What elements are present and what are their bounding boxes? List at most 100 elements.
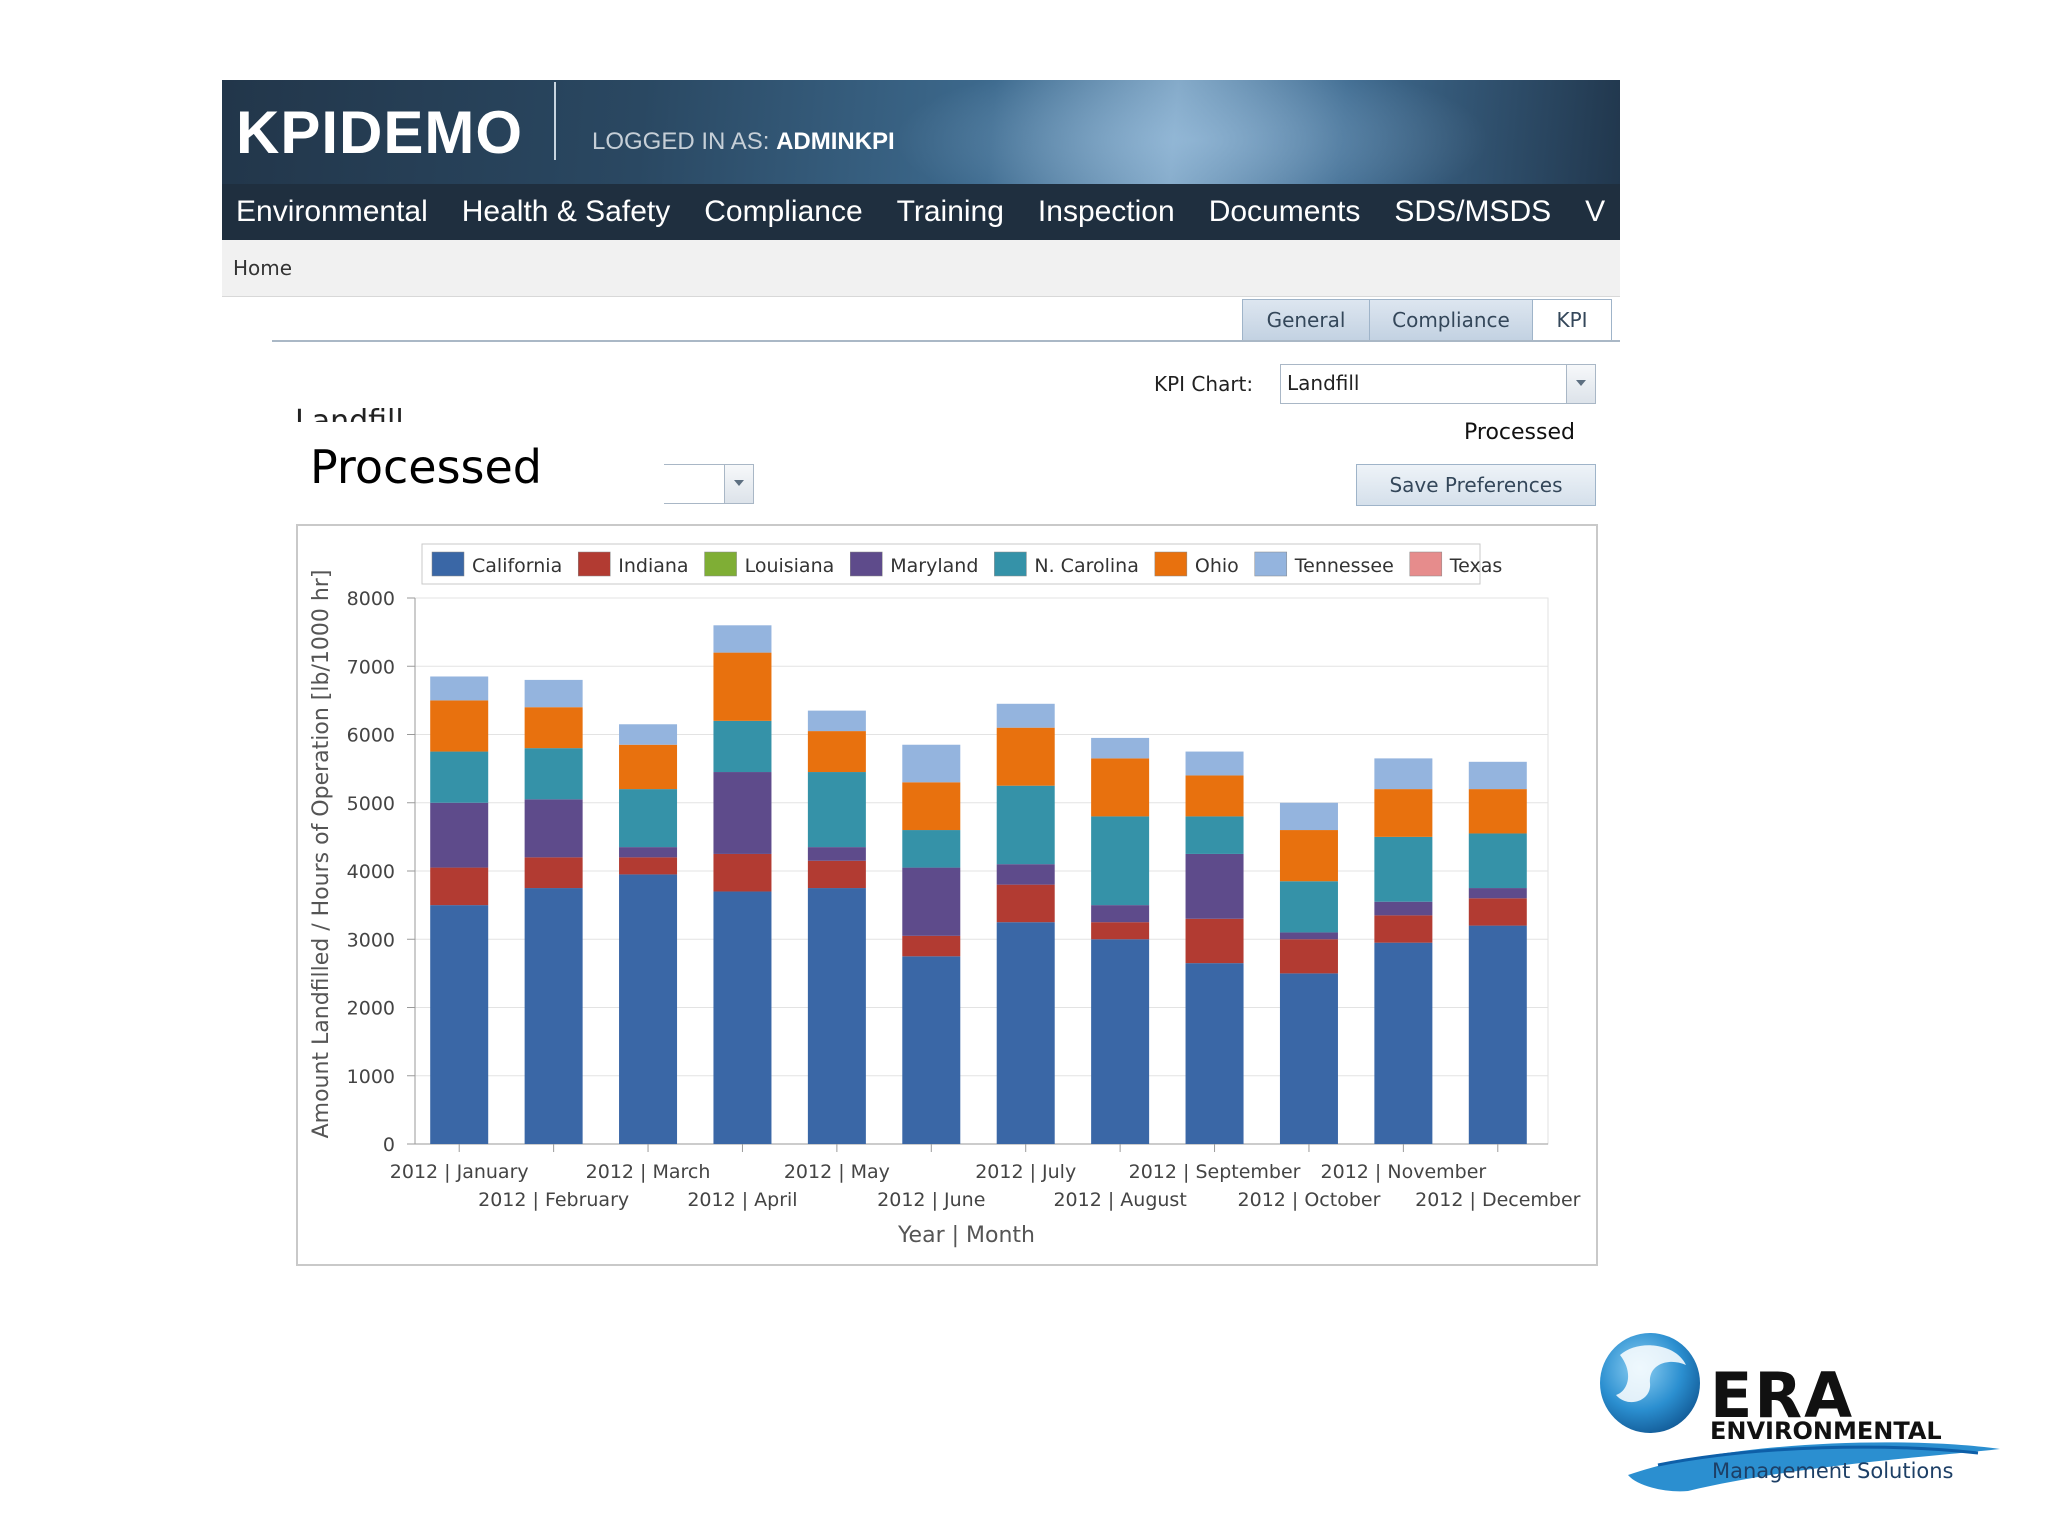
y-tick-label: 2000	[347, 998, 395, 1020]
bar-segment	[996, 785, 1055, 865]
login-prefix: LOGGED IN AS:	[592, 128, 777, 155]
bar-segment	[1279, 881, 1338, 933]
tab-general[interactable]: General	[1242, 299, 1370, 341]
kpi-chart-select[interactable]: Landfill	[1280, 364, 1596, 404]
nav-item-sds-msds[interactable]: SDS/MSDS	[1394, 195, 1552, 228]
x-tick-label: 2012 | June	[877, 1189, 985, 1211]
x-tick-label: 2012 | March	[586, 1161, 711, 1183]
bar-segment	[902, 830, 961, 868]
y-tick-label: 6000	[347, 725, 395, 747]
y-tick-label: 1000	[347, 1066, 395, 1088]
processed-caption: Processed	[310, 440, 542, 494]
legend-swatch	[850, 551, 883, 577]
legend-label: California	[472, 555, 562, 577]
bar-segment	[524, 857, 583, 889]
legend-label: Ohio	[1195, 555, 1239, 577]
bar-segment	[713, 853, 772, 892]
globe-icon	[1600, 1333, 2000, 1492]
main-nav: Environmental Health & Safety Compliance Tr…	[222, 184, 1620, 240]
bar-segment	[430, 867, 489, 906]
nav-item-training[interactable]: Training	[896, 195, 1004, 228]
bar-segment	[619, 874, 678, 1144]
bar-segment	[1091, 758, 1150, 817]
bar-segment	[619, 724, 678, 745]
legend-label: Maryland	[890, 555, 978, 577]
bar-segment	[1468, 888, 1527, 899]
bar-segment	[619, 789, 678, 848]
bar-segment	[524, 748, 583, 800]
bar-segment	[430, 802, 489, 868]
header-banner: KPIDEMO LOGGED IN AS: ADMINKPI	[222, 80, 1620, 184]
bar-segment	[902, 867, 961, 936]
processed-select[interactable]	[664, 464, 754, 504]
tab-compliance[interactable]: Compliance	[1369, 299, 1533, 341]
bar-segment	[902, 935, 961, 957]
bar-segment	[1279, 939, 1338, 974]
bar-segment	[807, 710, 866, 732]
bar-segment	[1468, 925, 1527, 1144]
bar-segment	[430, 676, 489, 701]
breadcrumb-home[interactable]: Home	[233, 256, 293, 280]
save-preferences-button[interactable]: Save Preferences	[1356, 464, 1596, 506]
bar-segment	[524, 799, 583, 858]
bar-segment	[1091, 939, 1150, 1144]
x-tick-label: 2012 | December	[1415, 1189, 1581, 1211]
logo-name: ERA	[1710, 1359, 1855, 1432]
stacked-bar-chart: 0 1000 2000 3000 4000 5000 6000 7000 8000 2012 | …	[309, 543, 1581, 1248]
logo-line3: Management Solutions	[1712, 1459, 1954, 1483]
bar-segment	[1185, 816, 1244, 854]
nav-item-compliance[interactable]: Compliance	[704, 195, 863, 228]
legend-swatch	[704, 551, 737, 577]
bar-segment	[996, 727, 1055, 786]
x-tick-label: 2012 | April	[687, 1189, 797, 1211]
bar-segment	[1185, 853, 1244, 919]
bar-segment	[1185, 963, 1244, 1144]
chart-page-title: Landfill	[295, 404, 404, 422]
chevron-down-icon[interactable]	[1566, 365, 1595, 403]
bar-segment	[1279, 973, 1338, 1144]
y-tick-label: 7000	[347, 656, 395, 678]
x-tick-label: 2012 | September	[1129, 1161, 1301, 1183]
x-tick-label: 2012 | February	[478, 1189, 629, 1211]
bar-segment	[807, 888, 866, 1144]
bar-segment	[1374, 836, 1433, 902]
y-axis-title: Amount Landfilled / Hours of Operation […	[309, 570, 334, 1139]
bar-segment	[1279, 830, 1338, 882]
bar-segment	[1468, 898, 1527, 926]
legend-label: N. Carolina	[1034, 555, 1138, 577]
legend-swatch	[431, 551, 465, 577]
y-tick-label: 5000	[347, 793, 395, 815]
chevron-down-icon[interactable]	[724, 465, 753, 503]
legend-label: Tennessee	[1294, 555, 1394, 577]
bar-segment	[1091, 816, 1150, 906]
nav-item-inspection[interactable]: Inspection	[1037, 195, 1175, 228]
bar-segment	[1374, 942, 1433, 1144]
bar-segment	[713, 772, 772, 854]
era-logo: ERA ENVIRONMENTAL Management Solutions	[1598, 1325, 2002, 1505]
breadcrumb: Home	[222, 240, 1620, 297]
nav-item-environmental[interactable]: Environmental	[236, 195, 428, 228]
bar-segment	[1468, 789, 1527, 834]
legend-swatch	[994, 551, 1027, 577]
tab-kpi[interactable]: KPI	[1532, 299, 1612, 341]
bar-segment	[807, 731, 866, 773]
nav-item-truncated[interactable]: V	[1585, 195, 1606, 228]
bar-segment	[902, 782, 961, 831]
bar-segment	[430, 751, 489, 803]
legend-label: Louisiana	[745, 555, 835, 577]
tab-underline	[272, 340, 1620, 342]
bar-segment	[1374, 901, 1433, 916]
x-tick-label: 2012 | July	[975, 1161, 1076, 1183]
bar-segment	[807, 860, 866, 889]
bar-segment	[1185, 918, 1244, 964]
nav-item-health-safety[interactable]: Health & Safety	[461, 195, 671, 228]
x-tick-label: 2012 | November	[1321, 1161, 1487, 1183]
bar-segment	[1279, 932, 1338, 940]
legend-swatch	[1154, 551, 1188, 577]
bar-segment	[1279, 802, 1338, 831]
bar-segment	[619, 744, 678, 790]
bar-segment	[1374, 758, 1433, 790]
nav-item-documents[interactable]: Documents	[1208, 195, 1361, 228]
bar-segment	[524, 679, 583, 708]
y-tick-label: 3000	[347, 929, 395, 951]
